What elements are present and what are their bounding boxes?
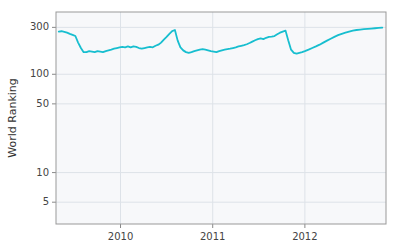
x-tick-label: 2011 xyxy=(200,231,225,242)
data-layer xyxy=(59,28,383,54)
chart-container: 5 10 50 100 300 2010 2011 2012 World Ranking xyxy=(0,0,400,250)
y-grid-line xyxy=(56,202,386,203)
x-grid-line xyxy=(304,12,305,224)
y-tick-label: 300 xyxy=(30,21,49,32)
grid xyxy=(56,12,386,224)
y-tick xyxy=(52,74,56,75)
x-grid-line xyxy=(120,12,121,224)
x-tick xyxy=(120,224,121,228)
plot-frame xyxy=(56,12,386,224)
y-grid-line xyxy=(56,74,386,75)
x-grid-line xyxy=(212,12,213,224)
x-tick-label: 2010 xyxy=(108,231,133,242)
line xyxy=(59,28,383,54)
y-axis-label: World Ranking xyxy=(6,78,19,158)
y-grid-line xyxy=(56,103,386,104)
chart: 5 10 50 100 300 2010 2011 2012 World Ranking xyxy=(0,0,400,250)
y-tick xyxy=(52,202,56,203)
y-tick xyxy=(52,172,56,173)
y-tick xyxy=(52,103,56,104)
y-tick-label: 5 xyxy=(43,196,49,207)
x-tick xyxy=(212,224,213,228)
y-tick-label: 100 xyxy=(30,68,49,79)
x-tick xyxy=(304,224,305,228)
axes: 5 10 50 100 300 2010 2011 2012 xyxy=(30,21,318,242)
plot-background xyxy=(56,12,386,224)
y-grid-line xyxy=(56,172,386,173)
y-grid-line xyxy=(56,27,386,28)
y-tick xyxy=(52,27,56,28)
y-tick-label: 10 xyxy=(36,167,49,178)
y-tick-label: 50 xyxy=(36,98,49,109)
x-tick-label: 2012 xyxy=(292,231,317,242)
